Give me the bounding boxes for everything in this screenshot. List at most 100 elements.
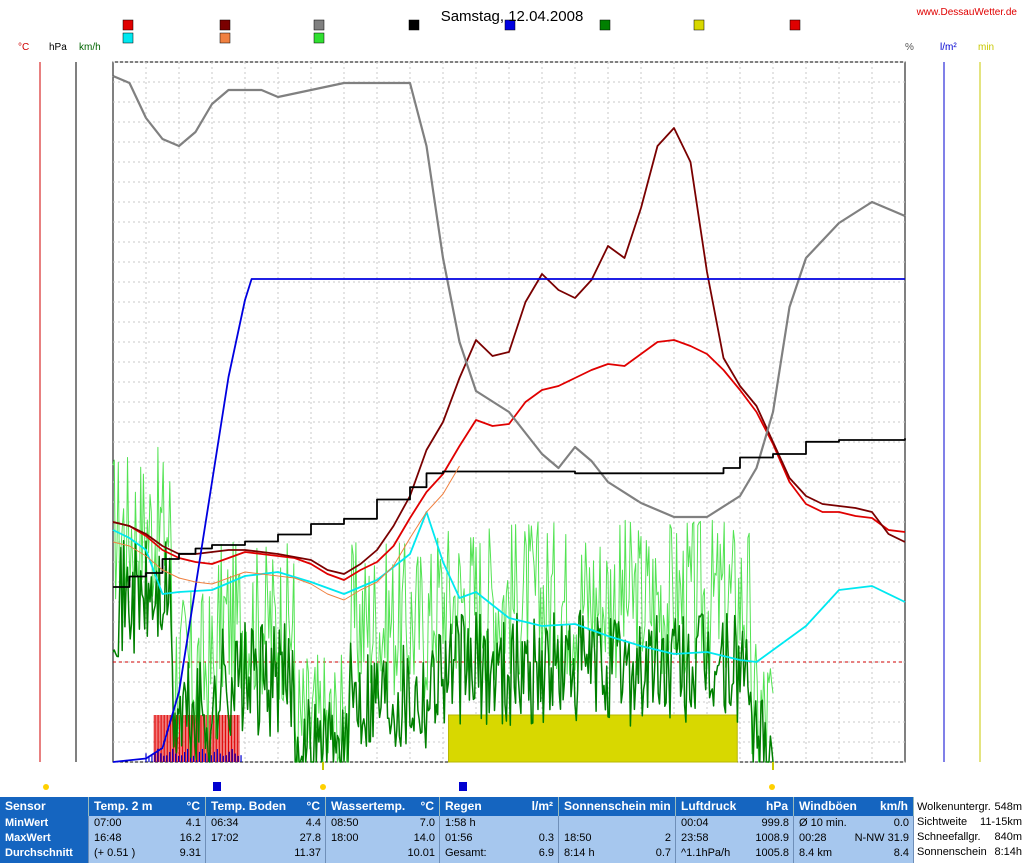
boen-cells: Ø 10 min. 0.0 00:28 N-NW 31.9 8.4 km 8.4 — [794, 816, 914, 863]
info-panel: Wolkenuntergr. 548m Sichtweite 11-15km Schne… — [917, 800, 1024, 860]
legend-swatch — [408, 19, 420, 31]
wasser-time-cell: 18:00 — [331, 832, 359, 844]
info-label: Sichtweite — [917, 816, 968, 828]
boen-value-cell: 8.4 — [893, 847, 909, 859]
legend-swatch — [219, 19, 231, 31]
temp-time-cell: 16:48 — [94, 832, 122, 844]
legend-item — [504, 19, 516, 31]
info-label: Schneefallgr. — [917, 831, 981, 843]
legend-item — [408, 19, 420, 31]
legend-item — [313, 19, 325, 31]
table-row: (+ 0.51 ) 9.31 — [89, 846, 205, 861]
regen-value-cell: 0.3 — [538, 832, 554, 844]
sonne-value-cell: 0.7 — [655, 847, 671, 859]
wind-series — [112, 539, 774, 763]
table-row: 08:50 7.0 — [326, 816, 439, 831]
axis-unit-pct: % — [905, 42, 914, 53]
info-value: 840m — [994, 831, 1022, 843]
axis-unit-rain: l/m² — [940, 42, 957, 53]
table-row: 18:00 14.0 — [326, 831, 439, 846]
table-row: Ø 10 min. 0.0 — [794, 816, 913, 831]
table-row: 16:48 16.2 — [89, 831, 205, 846]
boden-value-cell: 11.37 — [294, 847, 321, 859]
regen-time-cell: Gesamt: — [445, 847, 487, 859]
boden-time-cell: 06:34 — [211, 817, 239, 829]
table-row: 00:28 N-NW 31.9 — [794, 831, 913, 846]
boen-value-cell: N-NW 31.9 — [854, 832, 909, 844]
table-row: Gesamt: 6.9 — [440, 846, 558, 861]
axis-unit-min: min — [978, 42, 994, 53]
series-layer — [112, 74, 906, 763]
moon-icon — [459, 782, 467, 791]
sonne-cells: 18:50 2 8:14 h 0.7 — [559, 816, 676, 863]
table-row: 1:58 h — [440, 816, 558, 831]
table-row — [559, 816, 675, 831]
sensor-column: Sensor MinWert MaxWert Durchschnitt — [0, 797, 89, 863]
druck-value-cell: 1005.8 — [755, 847, 789, 859]
table-row: 18:50 2 — [559, 831, 675, 846]
druck-time-cell: 23:58 — [681, 832, 709, 844]
weather-chart: Samstag, 12.04.2008 www.DessauWetter.de … — [18, 7, 1018, 791]
temp-unit: °C — [186, 799, 200, 813]
legend-item — [313, 32, 325, 44]
regen-column: Regen l/m² 1:58 h 01:56 0.3 Gesamt: 6.9 — [440, 797, 559, 863]
boden-unit: °C — [306, 799, 320, 813]
info-label: Wolkenuntergr. — [917, 801, 991, 813]
axis-unit-kmh: km/h — [79, 42, 101, 53]
boen-column: Windböen km/h Ø 10 min. 0.0 00:28 N-NW 31.9 8… — [794, 797, 914, 863]
bar-layer — [145, 714, 738, 763]
row-label-max: MaxWert — [5, 832, 51, 844]
series-regen — [112, 278, 905, 763]
regen-unit: l/m² — [531, 799, 553, 813]
sensor-header: Sensor — [5, 799, 46, 813]
boden-value-cell: 27.8 — [299, 832, 321, 844]
table-row: ^1.1hPa/h 1005.8 — [676, 846, 793, 861]
table-row: 8.4 km 8.4 — [794, 846, 913, 861]
boen-value-cell: 0.0 — [893, 817, 909, 829]
sonne-time-cell: 18:50 — [564, 832, 592, 844]
boen-time-cell: 8.4 km — [799, 847, 833, 859]
regen-time-cell: 01:56 — [445, 832, 473, 844]
table-row: 10.01 — [326, 846, 439, 861]
row-label-min: MinWert — [5, 817, 49, 829]
legend-swatch — [599, 19, 611, 31]
temp-time-cell: 07:00 — [94, 817, 122, 829]
wasser-unit: °C — [420, 799, 434, 813]
druck-value-cell: 999.8 — [761, 817, 789, 829]
boen-time-cell: Ø 10 min. — [799, 817, 847, 829]
website-label[interactable]: www.DessauWetter.de — [916, 7, 1018, 18]
summary-table: Sensor MinWert MaxWert Durchschnitt Temp… — [0, 797, 1024, 863]
legend-swatch — [504, 19, 516, 31]
sunshine-bar — [448, 714, 738, 763]
druck-column: Luftdruck hPa 00:04 999.8 23:58 1008.9 ^1.1hP… — [676, 797, 794, 863]
axis-unit-hpa: hPa — [49, 42, 67, 53]
temp-cells: 07:00 4.1 16:48 16.2 (+ 0.51 ) 9.31 — [89, 816, 206, 863]
sonne-column: Sonnenschein min 18:50 2 8:14 h 0.7 — [559, 797, 676, 863]
table-row: 23:58 1008.9 — [676, 831, 793, 846]
table-row: 01:56 0.3 — [440, 831, 558, 846]
legend-swatch — [122, 32, 134, 44]
moon-icon — [213, 782, 221, 791]
legend-item — [693, 19, 705, 31]
info-row: Sichtweite 11-15km — [917, 815, 1024, 830]
sonne-header: Sonnenschein min — [564, 799, 671, 813]
series-luftfeuchte — [112, 74, 906, 519]
boden-header: Temp. Boden — [211, 799, 287, 813]
table-row: 17:02 27.8 — [206, 831, 325, 846]
sun-icon — [320, 784, 326, 790]
info-row: Wolkenuntergr. 548m — [917, 800, 1024, 815]
legend-swatch — [313, 19, 325, 31]
wasser-header: Wassertemp. — [331, 799, 406, 813]
legend-swatch — [219, 32, 231, 44]
info-value: 11-15km — [980, 816, 1022, 828]
legend-item — [219, 19, 231, 31]
sun-icon — [769, 784, 775, 790]
wasser-column: Wassertemp. °C 08:50 7.0 18:00 14.0 10.01 — [326, 797, 440, 863]
temp-time-cell: (+ 0.51 ) — [94, 847, 136, 859]
sonne-time-cell: 8:14 h — [564, 847, 595, 859]
legend-item — [789, 19, 801, 31]
sun-icon — [43, 784, 49, 790]
legend-item — [122, 19, 134, 31]
table-row: 06:34 4.4 — [206, 816, 325, 831]
legend-item — [122, 32, 134, 44]
